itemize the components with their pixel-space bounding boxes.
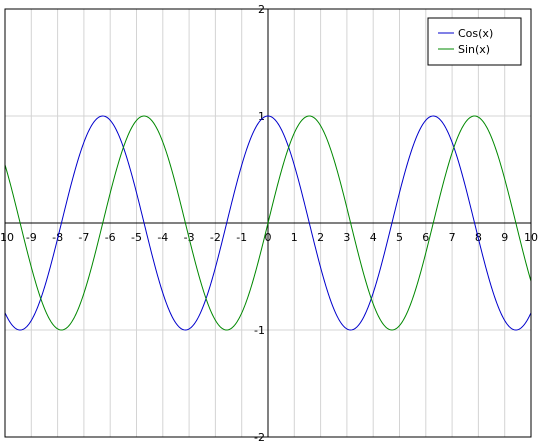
y-tick-label: -1 [254,324,265,337]
x-tick-label: -9 [26,231,37,244]
x-tick-label: 9 [501,231,508,244]
legend: Cos(x) Sin(x) [427,17,522,66]
x-tick-label: 3 [343,231,350,244]
x-tick-label: -2 [210,231,221,244]
x-tick-label: 5 [396,231,403,244]
x-tick-label: -10 [0,231,14,244]
x-tick-label: 7 [449,231,456,244]
y-tick-label: 1 [258,110,265,123]
x-tick-label: 0 [265,231,272,244]
x-tick-label: 1 [291,231,298,244]
plot-frame [4,8,532,438]
x-tick-label: 4 [370,231,377,244]
legend-label: Sin(x) [458,43,490,56]
x-tick-label: -5 [131,231,142,244]
legend-label: Cos(x) [458,27,493,40]
x-tick-label: -7 [78,231,89,244]
series-line-sin-x [4,115,532,331]
x-tick-label: -6 [105,231,116,244]
legend-box [427,17,522,66]
x-tick-label: -4 [157,231,168,244]
x-tick-label: 6 [422,231,429,244]
x-tick-label: 2 [317,231,324,244]
series [4,115,532,331]
x-tick-label: -1 [236,231,247,244]
series-line-cos-x [4,115,532,331]
